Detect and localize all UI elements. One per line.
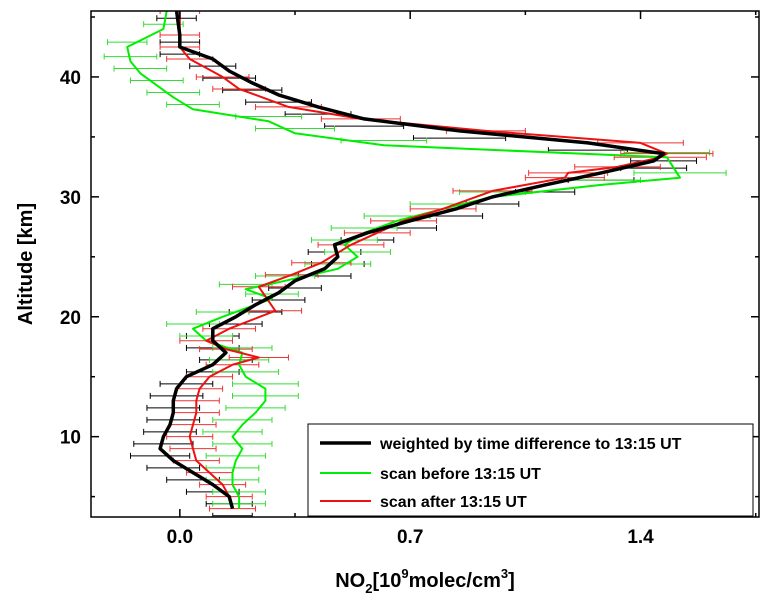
error-bar-s1-p14 (179, 332, 233, 339)
error-bar-s0-p19 (268, 284, 322, 291)
tick-labels: 0.0 0.7 1.4 10 20 30 40 (60, 68, 654, 548)
error-bar-s1-p10 (231, 380, 299, 387)
series-line-2 (178, 11, 668, 509)
series-line-0 (158, 11, 666, 510)
x-label-bracket-10: [10 (372, 570, 401, 592)
x-label-unit: molec/cm (409, 570, 501, 592)
error-bar-s2-p0 (208, 505, 257, 512)
x-label-sub-2: 2 (365, 581, 372, 594)
error-bar-s1-p31 (255, 125, 336, 132)
error-bar-s1-p6 (202, 428, 263, 435)
error-bar-s1-p40 (147, 3, 186, 9)
legend: weighted by time difference to 13:15 UT … (307, 423, 754, 517)
x-tick-label: 0.0 (167, 527, 193, 548)
axes (90, 10, 760, 518)
error-bar-s1-p35 (129, 77, 184, 84)
legend-label-weighted: weighted by time difference to 13:15 UT (379, 436, 682, 453)
error-bar-s1-p17 (245, 290, 299, 297)
plot-frame (90, 10, 760, 518)
error-bar-s1-p33 (166, 101, 220, 108)
error-bar-s1-p28 (633, 169, 727, 176)
x-label-sup-3: 3 (501, 566, 508, 581)
error-bar-s2-p40 (159, 11, 201, 14)
error-bar-s0-p10 (149, 392, 204, 399)
legend-label-before: scan before 13:15 UT (380, 466, 541, 483)
error-bar-s1-p38 (106, 39, 148, 46)
error-bar-s1-p36 (113, 65, 168, 72)
error-bar-s1-p8 (225, 404, 286, 411)
y-tick-label: 30 (60, 188, 81, 209)
error-bar-s0-p38 (189, 63, 237, 70)
error-bar-s1-p37 (103, 53, 158, 60)
x-label-sup-9: 9 (401, 566, 408, 581)
x-axis-label: NO2[109molec/cm3] (335, 566, 515, 594)
error-bar-s0-p5 (129, 452, 191, 459)
y-tick-label: 10 (60, 428, 81, 449)
series-lines (126, 11, 681, 510)
error-bar-s0-p0 (212, 512, 253, 517)
x-label-close: ] (508, 570, 515, 592)
error-bar-s1-p5 (212, 440, 273, 447)
x-tick-label: 0.7 (397, 527, 423, 548)
series-line-1 (126, 11, 681, 509)
error-bar-s1-p4 (205, 452, 266, 459)
error-bar-s0-p8 (146, 416, 201, 423)
y-tick-label: 40 (60, 68, 81, 89)
y-tick-label: 20 (60, 308, 81, 329)
error-bar-s1-p7 (212, 416, 273, 423)
x-label-no: NO (335, 570, 365, 592)
error-bar-s0-p32 (412, 135, 507, 142)
legend-box (307, 423, 754, 517)
error-bar-s1-p34 (146, 89, 201, 96)
x-tick-label: 1.4 (627, 527, 654, 548)
error-bar-s0-p4 (146, 464, 201, 471)
y-axis-label: Altitude [km] (15, 203, 37, 325)
error-bar-s0-p7 (143, 428, 197, 435)
legend-label-after: scan after 13:15 UT (380, 494, 527, 511)
